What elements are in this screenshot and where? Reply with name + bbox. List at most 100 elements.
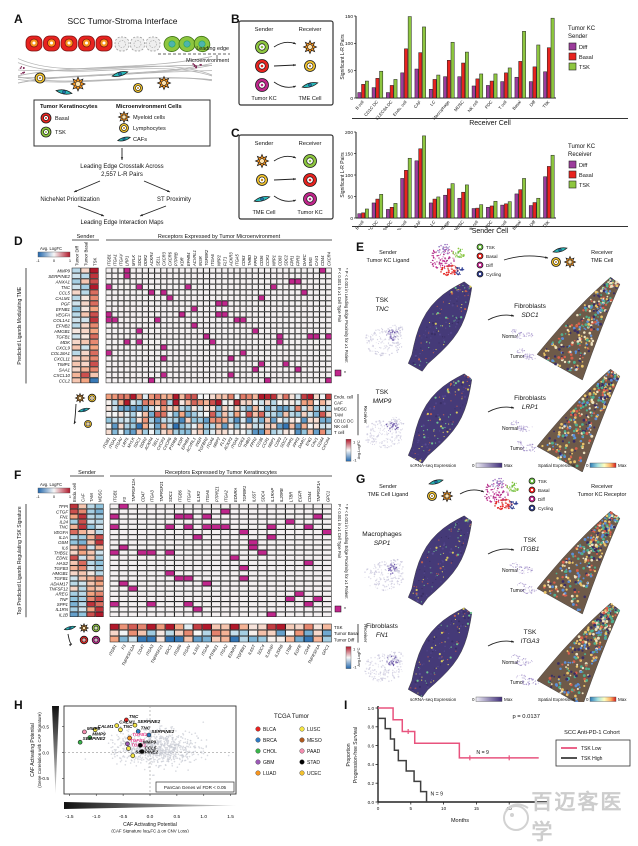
speckle — [386, 563, 387, 564]
hl-cell — [222, 301, 228, 306]
speckle — [514, 503, 516, 505]
speckle — [375, 438, 377, 440]
speckle — [522, 583, 523, 584]
speckle — [378, 571, 380, 573]
tissue-spot — [424, 443, 426, 445]
speckle — [373, 430, 374, 431]
grid-cell — [295, 268, 301, 273]
grid-cell — [320, 312, 326, 317]
speckle — [489, 497, 490, 498]
speckle — [390, 332, 391, 333]
tissue-spot — [445, 322, 446, 323]
speckle — [534, 591, 535, 592]
speckle — [380, 574, 381, 575]
tissue-spot — [597, 302, 599, 304]
receiver-cell — [203, 636, 212, 642]
tissue-spot — [457, 305, 458, 306]
grid-cell — [155, 301, 161, 306]
grid-cell — [304, 535, 313, 540]
grid-cell — [320, 345, 326, 350]
speckle — [498, 507, 499, 508]
grid-cell — [175, 525, 184, 530]
speckle — [518, 583, 519, 584]
grid-cell — [147, 535, 156, 540]
hl-cell — [137, 285, 143, 290]
speckle — [493, 484, 494, 485]
speckle — [387, 445, 388, 446]
hl-cell — [240, 318, 246, 323]
grid-cell — [106, 356, 112, 361]
basal-dot — [68, 42, 71, 45]
tissue-spot — [613, 285, 615, 287]
tissue-spot — [465, 519, 467, 521]
grid-cell — [277, 597, 286, 602]
speckle — [514, 490, 516, 492]
tissue-spot — [591, 300, 593, 302]
grid-cell — [210, 334, 216, 339]
tissue-spot — [449, 429, 450, 430]
grid-cell — [203, 592, 212, 597]
receiver-cell — [246, 424, 252, 429]
speckle — [391, 442, 392, 443]
tissue-spot — [547, 350, 549, 352]
myeloid-nucleus — [75, 81, 80, 86]
speckle — [376, 436, 378, 438]
speckle — [507, 504, 508, 505]
grid-cell — [130, 345, 136, 350]
hl-cell — [167, 296, 173, 301]
receiver-cell — [221, 630, 230, 636]
grid-cell — [234, 373, 240, 378]
tissue-spot — [590, 396, 592, 398]
grid-cell — [326, 307, 332, 312]
speckle — [528, 357, 529, 358]
grid-cell — [295, 356, 301, 361]
hl-cell — [193, 535, 202, 540]
receiver-cell — [124, 412, 130, 417]
speckle — [499, 508, 501, 510]
speckle — [392, 441, 393, 442]
tissue-spot — [584, 304, 586, 306]
sender-cell — [96, 597, 104, 602]
grid-cell — [308, 373, 314, 378]
receiver-cell — [204, 394, 210, 399]
bar — [508, 68, 511, 98]
speckle — [388, 584, 389, 585]
grid-cell — [184, 556, 193, 561]
speckle — [392, 429, 393, 430]
sender-cell — [81, 323, 89, 328]
grid-cell — [167, 367, 173, 372]
grid-cell — [156, 597, 165, 602]
grid-cell — [277, 323, 283, 328]
sender-cell — [72, 323, 80, 328]
grid-cell — [130, 318, 136, 323]
speckle — [369, 342, 370, 343]
tissue-spot — [456, 323, 458, 325]
speckle — [398, 419, 400, 421]
tissue-spot — [587, 348, 589, 350]
speckle — [447, 267, 449, 269]
tissue-spot — [453, 303, 454, 304]
tissue-spot — [468, 293, 469, 294]
tissue-spot — [440, 311, 441, 312]
grid-cell — [289, 378, 295, 383]
tissue-spot — [435, 415, 437, 417]
receiver-cell — [222, 418, 228, 423]
tissue-spot — [421, 446, 422, 447]
speckle — [394, 325, 395, 326]
grid-cell — [295, 312, 301, 317]
receptor-col-label: NRP1 — [271, 255, 276, 266]
tissue-spot — [600, 294, 602, 296]
speckle — [393, 418, 395, 420]
grid-cell — [295, 334, 301, 339]
grid-cell — [304, 545, 313, 550]
sender-cell — [87, 514, 95, 519]
speckle — [392, 342, 394, 344]
speckle — [511, 423, 512, 424]
receiver-cell — [271, 406, 277, 411]
sender-cell — [90, 367, 98, 372]
bar — [380, 194, 383, 218]
grid-cell — [314, 312, 320, 317]
receiver-cell — [137, 429, 143, 434]
speckle — [513, 489, 514, 490]
grid-cell — [253, 296, 259, 301]
